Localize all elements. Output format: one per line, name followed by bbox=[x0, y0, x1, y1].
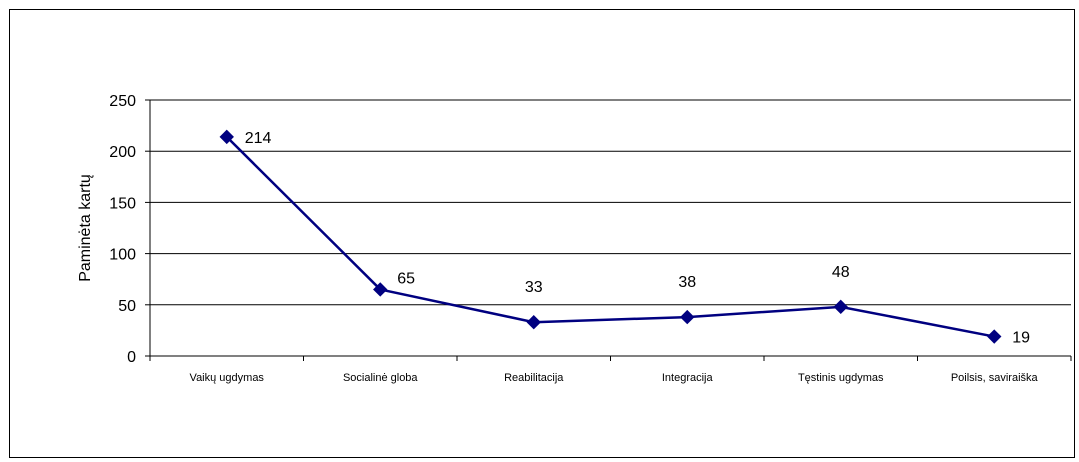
series-line bbox=[225, 135, 995, 338]
data-point-marker bbox=[373, 282, 388, 297]
chart-frame bbox=[9, 9, 1075, 458]
data-label: 38 bbox=[678, 274, 696, 291]
data-point-marker bbox=[680, 309, 695, 325]
data-point-marker bbox=[987, 329, 1002, 344]
y-tick-label: 50 bbox=[118, 298, 136, 315]
y-tick-label: 0 bbox=[127, 349, 136, 366]
data-label: 19 bbox=[1012, 330, 1030, 347]
y-tick-label: 200 bbox=[109, 144, 136, 161]
grid-layer bbox=[150, 99, 1071, 306]
series-layer bbox=[219, 129, 1002, 344]
y-tick-label: 150 bbox=[109, 195, 136, 212]
data-label: 33 bbox=[525, 279, 543, 296]
x-category-label: Integracija bbox=[662, 372, 714, 384]
data-label: 214 bbox=[245, 130, 272, 147]
y-tick-label: 250 bbox=[109, 93, 136, 110]
labels-layer: 214 65 33 38 48 19 bbox=[245, 130, 1030, 347]
data-label: 48 bbox=[832, 264, 850, 281]
axes-layer: 0 50 100 150 200 250 Vaikų ugdymas Socialinė gl… bbox=[109, 93, 1072, 384]
data-label: 65 bbox=[397, 270, 415, 287]
x-category-label: Reabilitacija bbox=[504, 372, 564, 384]
data-point-marker bbox=[526, 315, 541, 330]
x-category-label: Vaikų ugdymas bbox=[190, 372, 265, 384]
data-point-marker bbox=[219, 129, 234, 145]
x-category-label: Poilsis, saviraiška bbox=[951, 372, 1039, 384]
x-category-label: Tęstinis ugdymas bbox=[798, 372, 884, 384]
y-axis-title: Paminėta kartų bbox=[77, 174, 94, 282]
y-tick-label: 100 bbox=[109, 247, 136, 264]
x-category-label: Socialinė globa bbox=[343, 372, 418, 384]
data-point-marker bbox=[833, 299, 848, 315]
